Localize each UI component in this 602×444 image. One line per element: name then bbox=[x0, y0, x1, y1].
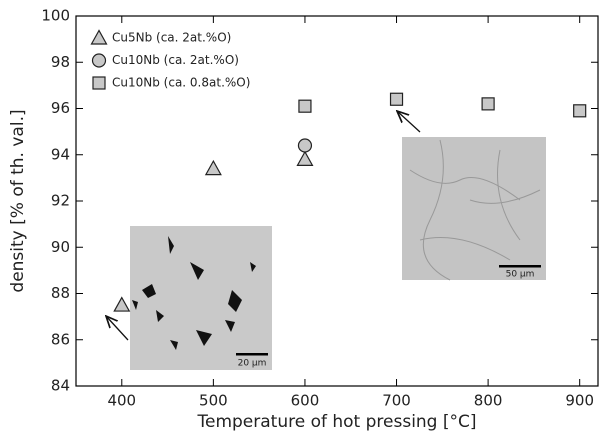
x-tick-label: 900 bbox=[565, 392, 594, 410]
x-tick-label: 800 bbox=[474, 392, 503, 410]
data-point bbox=[298, 139, 311, 152]
data-point bbox=[114, 298, 129, 312]
inset-micrograph: 50 µm bbox=[402, 137, 546, 280]
data-point bbox=[391, 93, 403, 105]
y-tick-label: 86 bbox=[51, 330, 70, 348]
x-tick-label: 600 bbox=[291, 392, 320, 410]
chart: 20 µm 50 µm Temperature of hot pressing … bbox=[0, 0, 602, 440]
scale-bar-label: 20 µm bbox=[238, 359, 267, 369]
data-point bbox=[297, 152, 312, 166]
legend-marker bbox=[93, 77, 105, 89]
x-tick-label: 400 bbox=[107, 392, 136, 410]
legend-marker bbox=[93, 54, 106, 67]
scale-bar-label: 50 µm bbox=[506, 270, 535, 280]
legend-label: Cu10Nb (ca. 0.8at.%O) bbox=[112, 76, 250, 90]
y-tick-label: 98 bbox=[51, 53, 70, 71]
y-tick-label: 88 bbox=[51, 284, 70, 302]
y-tick-label: 92 bbox=[51, 192, 70, 210]
legend-label: Cu10Nb (ca. 2at.%O) bbox=[112, 53, 239, 67]
data-point bbox=[299, 100, 311, 112]
legend-marker bbox=[92, 31, 107, 45]
data-point bbox=[574, 105, 586, 117]
legend-label: Cu5Nb (ca. 2at.%O) bbox=[112, 31, 231, 45]
data-point bbox=[206, 161, 221, 175]
y-tick-label: 96 bbox=[51, 99, 70, 117]
y-axis-label: density [% of th. val.] bbox=[8, 109, 28, 292]
inset-micrograph: 20 µm bbox=[130, 226, 272, 370]
x-tick-label: 700 bbox=[382, 392, 411, 410]
y-tick-label: 94 bbox=[51, 145, 70, 163]
y-tick-label: 90 bbox=[51, 238, 70, 256]
data-point bbox=[482, 98, 494, 110]
arrow bbox=[397, 111, 420, 132]
x-axis-label: Temperature of hot pressing [°C] bbox=[196, 412, 476, 432]
y-tick-label: 100 bbox=[41, 7, 70, 25]
x-tick-label: 500 bbox=[199, 392, 228, 410]
arrow bbox=[106, 316, 128, 340]
y-tick-label: 84 bbox=[51, 377, 70, 395]
